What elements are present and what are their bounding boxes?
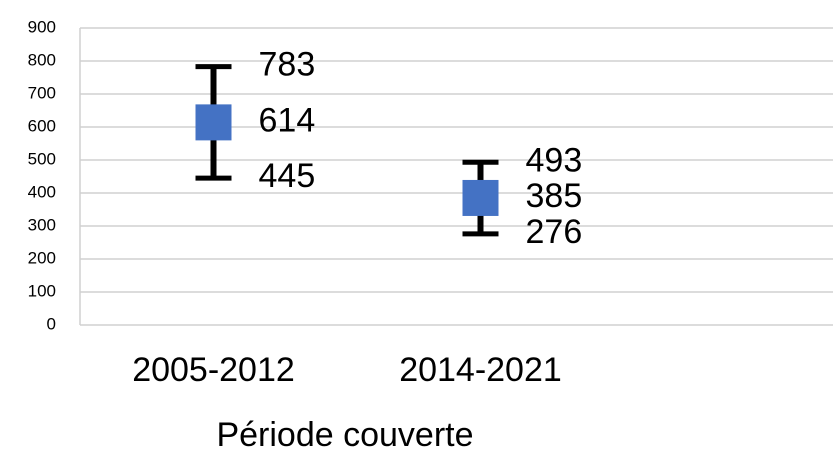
data-label: 493 <box>526 141 583 179</box>
data-label: 783 <box>259 46 316 84</box>
data-label: 614 <box>259 101 316 139</box>
data-label: 445 <box>259 157 316 195</box>
y-tick-label: 300 <box>28 215 56 234</box>
x-axis-title: Période couverte <box>216 416 473 451</box>
y-tick-label: 900 <box>28 17 56 36</box>
marker <box>195 104 232 141</box>
y-tick-label: 200 <box>28 248 56 267</box>
y-tick-label: 600 <box>28 116 56 135</box>
y-tick-label: 0 <box>47 314 56 333</box>
y-tick-label: 100 <box>28 281 56 300</box>
y-tick-label: 800 <box>28 50 56 69</box>
y-tick-label: 700 <box>28 83 56 102</box>
marker <box>462 179 499 216</box>
data-label: 276 <box>526 213 583 251</box>
y-tick-label: 500 <box>28 149 56 168</box>
y-tick-label: 400 <box>28 182 56 201</box>
x-tick-label: 2005-2012 <box>132 351 295 389</box>
x-tick-label: 2014-2021 <box>399 351 562 389</box>
data-label: 385 <box>526 177 583 215</box>
